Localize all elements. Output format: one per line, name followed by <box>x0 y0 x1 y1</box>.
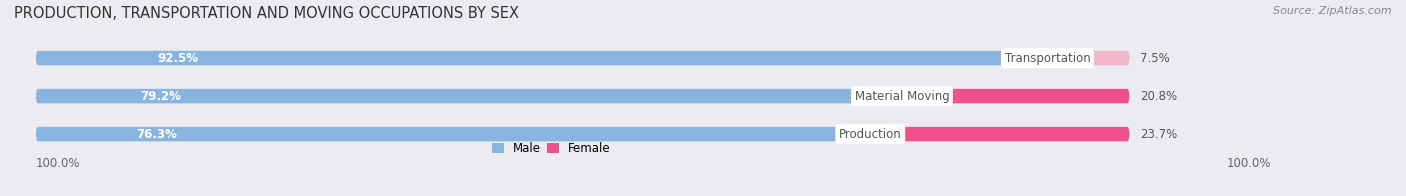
FancyBboxPatch shape <box>870 127 1129 141</box>
Text: Source: ZipAtlas.com: Source: ZipAtlas.com <box>1274 6 1392 16</box>
Text: Production: Production <box>839 128 901 141</box>
FancyBboxPatch shape <box>37 89 1129 103</box>
FancyBboxPatch shape <box>1047 51 1129 65</box>
FancyBboxPatch shape <box>37 89 903 103</box>
FancyBboxPatch shape <box>37 51 1129 65</box>
Text: 100.0%: 100.0% <box>37 157 80 170</box>
Text: 20.8%: 20.8% <box>1140 90 1178 103</box>
Text: Transportation: Transportation <box>1005 52 1090 65</box>
Text: 79.2%: 79.2% <box>139 90 181 103</box>
Text: 23.7%: 23.7% <box>1140 128 1178 141</box>
FancyBboxPatch shape <box>37 127 870 141</box>
Text: 100.0%: 100.0% <box>1227 157 1271 170</box>
Text: 92.5%: 92.5% <box>157 52 198 65</box>
FancyBboxPatch shape <box>37 127 1129 141</box>
Legend: Male, Female: Male, Female <box>489 140 613 157</box>
Text: Material Moving: Material Moving <box>855 90 949 103</box>
Text: 7.5%: 7.5% <box>1140 52 1170 65</box>
FancyBboxPatch shape <box>903 89 1129 103</box>
Text: PRODUCTION, TRANSPORTATION AND MOVING OCCUPATIONS BY SEX: PRODUCTION, TRANSPORTATION AND MOVING OC… <box>14 6 519 21</box>
Text: 76.3%: 76.3% <box>136 128 177 141</box>
FancyBboxPatch shape <box>37 51 1047 65</box>
